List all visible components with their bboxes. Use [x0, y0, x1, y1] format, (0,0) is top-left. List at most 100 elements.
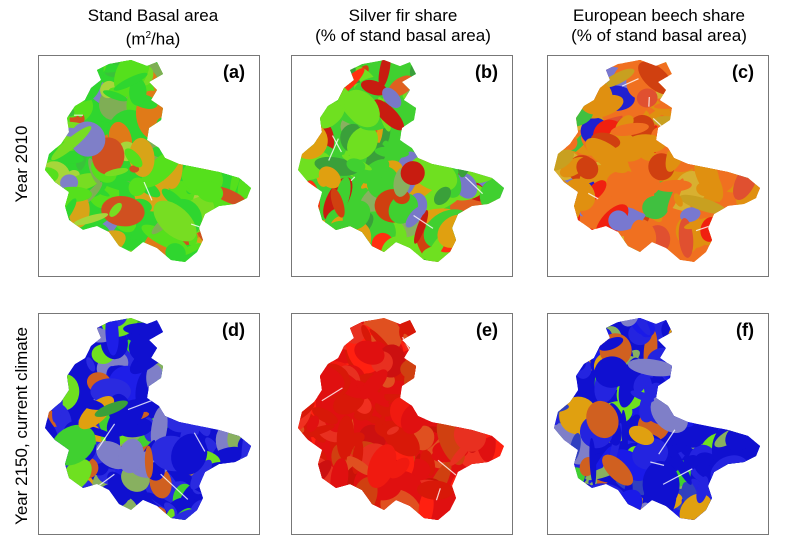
map-panel-c: (c) — [547, 55, 769, 277]
stand-patch — [643, 517, 659, 520]
stand-patch — [554, 492, 576, 510]
stand-patch — [298, 498, 318, 520]
stand-patch — [237, 137, 251, 160]
stand-patch — [298, 60, 313, 84]
stand-patch — [45, 485, 61, 504]
stand-patch — [82, 490, 104, 501]
unit-suffix: /ha) — [151, 29, 181, 49]
stand-patch — [240, 374, 251, 385]
stand-patch — [308, 502, 324, 518]
stand-patch — [714, 494, 744, 520]
stand-patch — [83, 507, 98, 520]
stand-patch — [298, 322, 312, 340]
stand-patch — [298, 318, 334, 333]
stand-patch — [682, 353, 717, 389]
road-line — [687, 369, 698, 400]
stand-patch — [298, 474, 308, 493]
stand-patch — [301, 318, 325, 340]
road-line — [96, 423, 116, 451]
stand-patch — [45, 60, 68, 92]
road-line — [682, 62, 714, 89]
stand-patch — [301, 60, 309, 73]
stand-patch — [45, 318, 74, 327]
stand-patch — [201, 118, 218, 151]
stand-patch — [752, 504, 760, 520]
stand-patch — [216, 355, 244, 374]
stand-patch — [413, 334, 445, 359]
stand-patch — [684, 92, 715, 112]
stand-patch — [701, 88, 734, 135]
stand-patch — [317, 101, 345, 129]
stand-patch — [388, 457, 410, 479]
stand-patch — [670, 63, 690, 93]
stand-patch — [720, 226, 735, 238]
stand-patch — [729, 214, 759, 244]
stand-patch — [226, 497, 244, 518]
stand-patch — [404, 358, 417, 389]
stand-patch — [324, 247, 350, 262]
stand-patch — [170, 60, 195, 102]
column-title-line2: (% of stand basal area) — [571, 26, 747, 45]
stand-patch — [579, 490, 616, 520]
stand-patch — [361, 325, 372, 344]
stand-patch — [642, 195, 669, 220]
stand-patch — [418, 137, 434, 150]
stand-patch — [692, 118, 717, 135]
stand-patch — [86, 357, 96, 372]
stand-patch — [416, 77, 449, 109]
stand-patch — [554, 394, 565, 407]
stand-patch — [420, 76, 439, 121]
stand-patch — [170, 108, 203, 150]
stand-patch — [566, 76, 602, 88]
stand-patch — [438, 97, 482, 124]
stand-patch — [580, 60, 602, 85]
road-line — [721, 361, 728, 381]
stand-patch — [474, 471, 485, 490]
stand-patch — [683, 134, 699, 148]
stand-patch — [591, 247, 635, 262]
stand-patch — [491, 394, 504, 422]
stand-patch — [690, 366, 718, 393]
stand-patch — [468, 351, 493, 395]
stand-patch — [176, 363, 211, 398]
stand-patches — [45, 318, 251, 520]
stand-patch — [45, 214, 60, 250]
stand-patch — [417, 480, 454, 500]
stand-patches — [298, 60, 504, 262]
stand-patch — [207, 402, 241, 424]
stand-patch — [175, 88, 206, 131]
stand-patch — [314, 221, 327, 245]
stand-patch — [181, 93, 225, 113]
stand-patch — [585, 137, 630, 174]
stand-patch — [503, 197, 504, 206]
stand-patch — [420, 368, 443, 407]
stand-patch — [470, 468, 500, 484]
stand-patch — [690, 60, 728, 71]
stand-patch — [51, 126, 92, 161]
road-line — [350, 176, 356, 182]
stand-patch — [45, 245, 63, 262]
stand-patch — [359, 369, 388, 400]
stand-patch — [755, 399, 760, 421]
forest-map-e — [298, 318, 504, 520]
road-line — [662, 468, 693, 485]
stand-patch — [565, 60, 587, 99]
stand-patch — [223, 380, 244, 408]
stand-patch — [201, 505, 230, 520]
stand-patch — [302, 60, 335, 79]
stand-patch — [45, 348, 64, 391]
stand-patch — [469, 473, 501, 520]
stand-patch — [342, 200, 371, 230]
stand-patch — [153, 200, 197, 242]
stand-patch — [739, 376, 760, 410]
stand-patch — [298, 83, 314, 101]
stand-patch — [445, 512, 470, 520]
stand-patch — [476, 488, 497, 509]
stand-patch — [170, 123, 197, 156]
stand-patch — [742, 101, 760, 129]
stand-patch — [554, 217, 571, 245]
stand-patch — [585, 228, 600, 246]
stand-patch — [46, 68, 58, 100]
stand-patch — [554, 474, 560, 494]
stand-patch — [703, 131, 736, 153]
